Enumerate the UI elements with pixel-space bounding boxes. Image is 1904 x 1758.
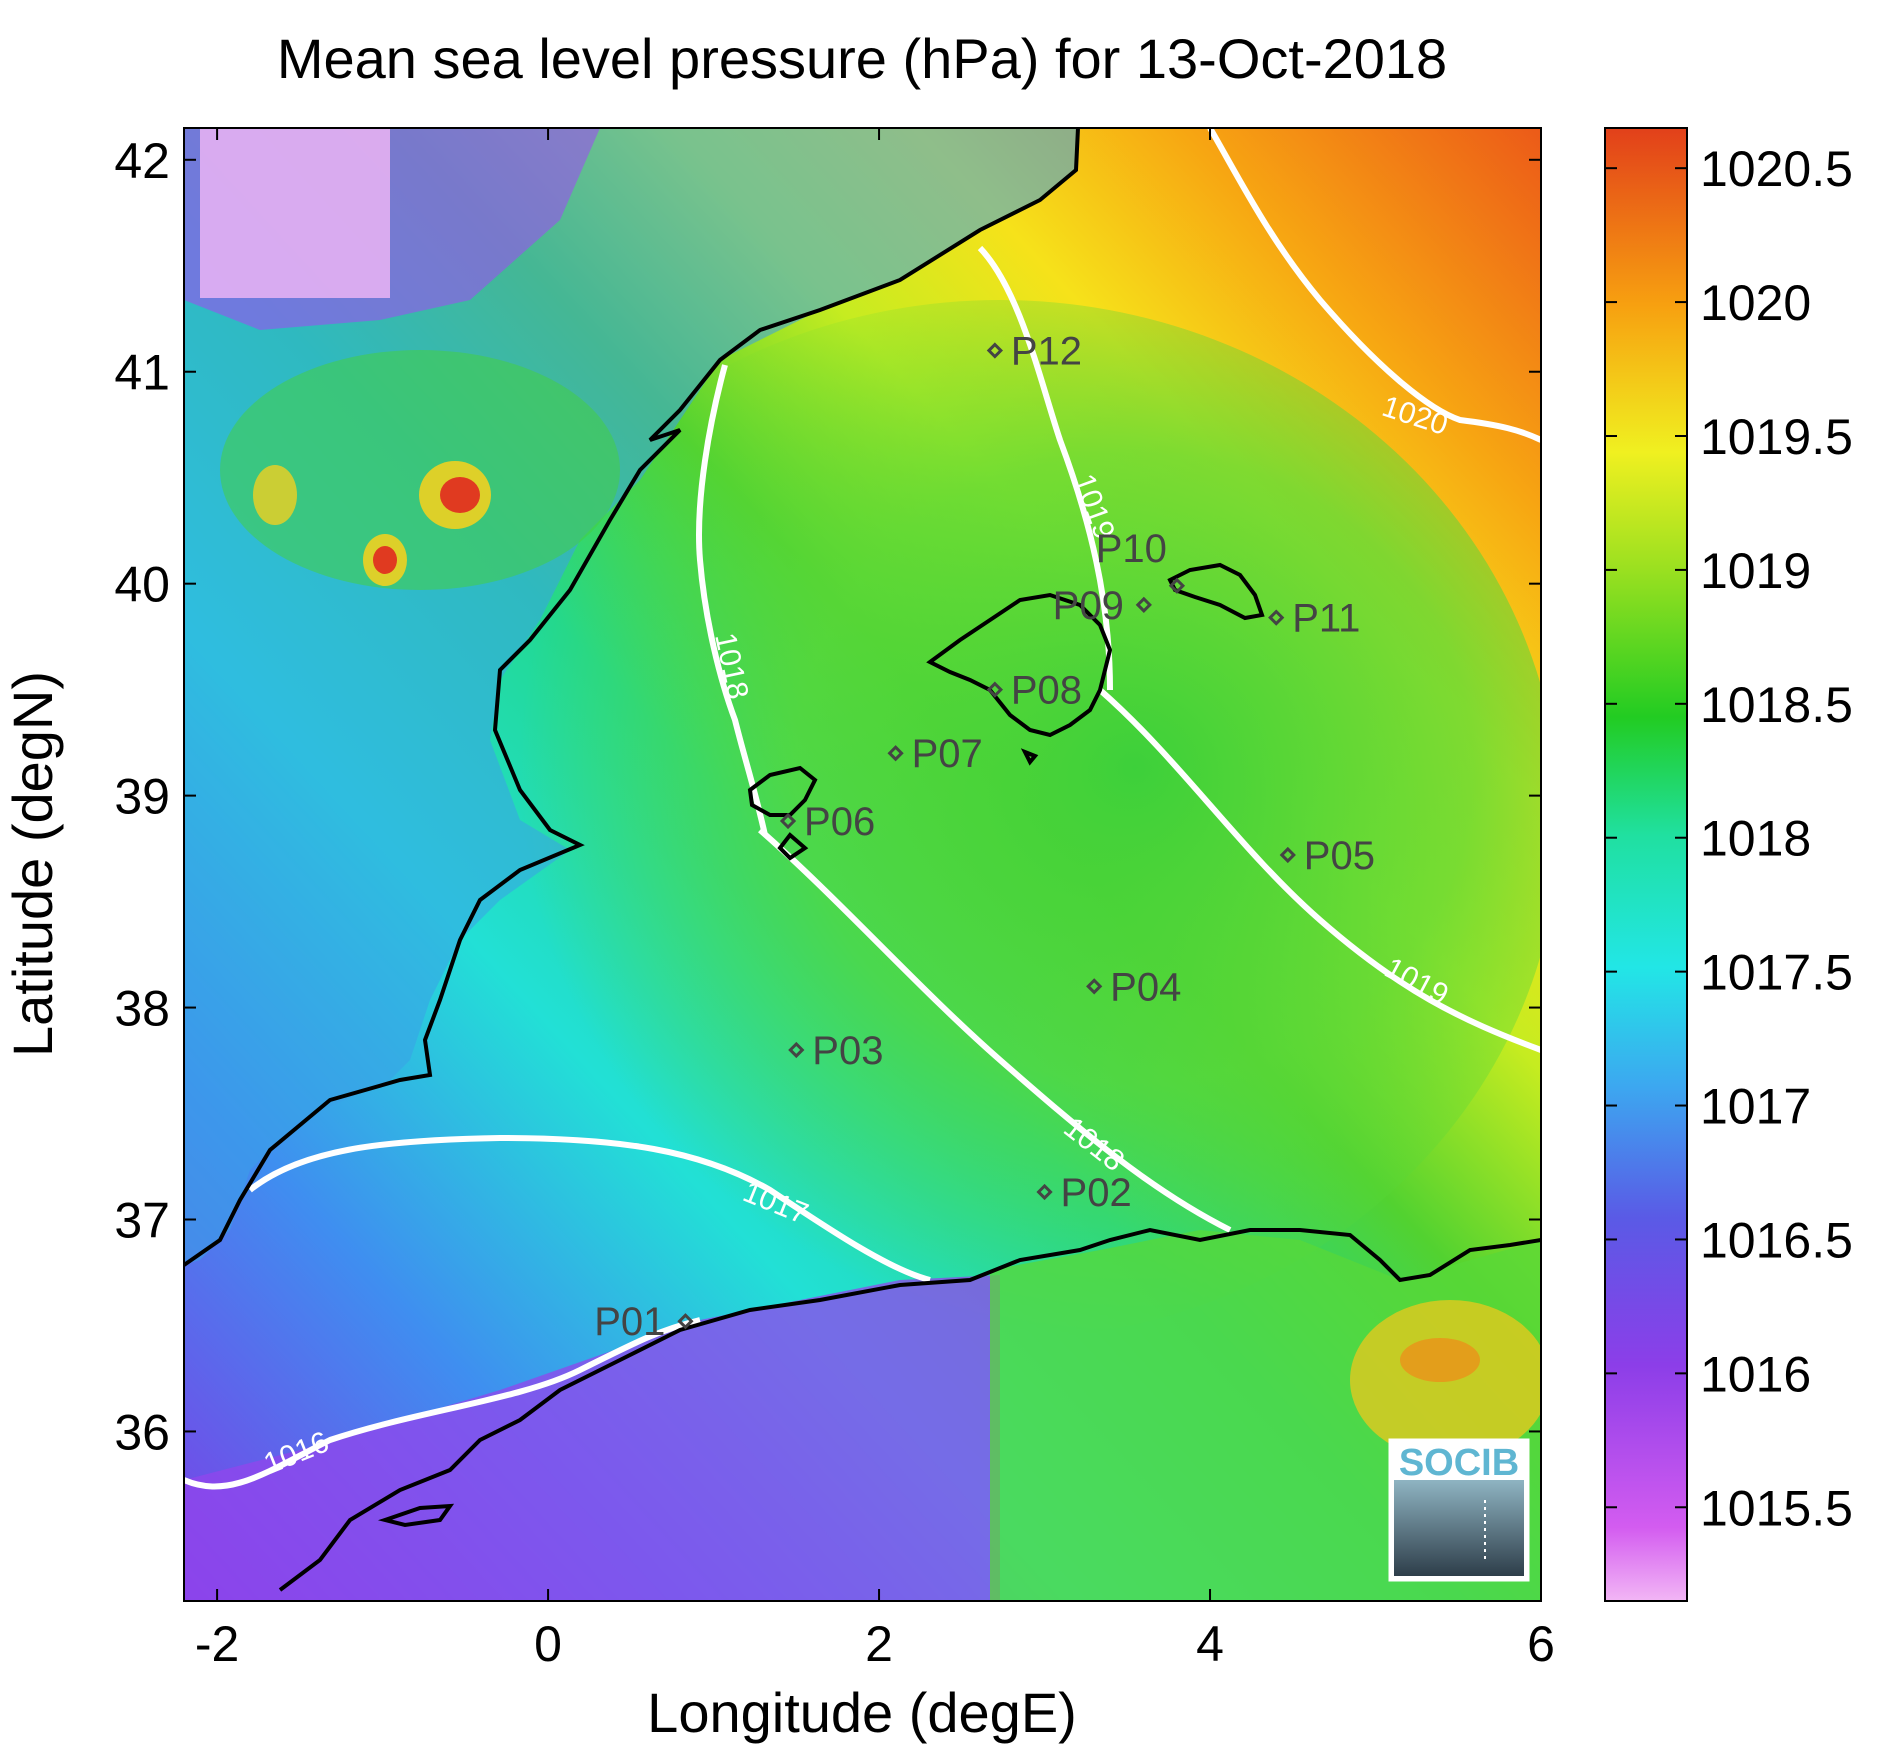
point-p10: P10 [1096, 527, 1186, 594]
x-axis: -2 0 2 4 6 [195, 128, 1555, 1672]
point-marker [1086, 978, 1103, 995]
y-tick-label: 42 [114, 133, 170, 189]
coastline-iberia [184, 128, 1080, 1267]
coastline-africa [278, 1227, 1541, 1592]
point-marker [779, 812, 797, 830]
y-tick-label: 37 [114, 1193, 170, 1249]
point-marker [1036, 1183, 1053, 1201]
iberia-high-yellow-3 [253, 465, 297, 525]
x-tick-label: -2 [195, 1616, 239, 1672]
contour-1018-north [696, 364, 768, 836]
x-tick-label: 6 [1527, 1616, 1555, 1672]
point-marker [788, 1041, 805, 1059]
point-p04: P04 [1086, 965, 1181, 1009]
contour-1019-south [1098, 687, 1541, 1053]
y-tick-label: 41 [114, 345, 170, 401]
colorbar-tick-label: 1020.5 [1700, 141, 1853, 197]
point-label: P12 [1011, 330, 1082, 374]
point-marker [1279, 846, 1296, 864]
y-tick-label: 36 [114, 1404, 170, 1460]
point-p07: P07 [887, 732, 983, 776]
point-label: P05 [1304, 834, 1375, 878]
point-label: P07 [912, 732, 983, 776]
point-p01: P01 [594, 1300, 694, 1344]
y-tick-label: 39 [114, 769, 170, 825]
africa-high-orange [1400, 1338, 1480, 1382]
colorbar [1604, 127, 1688, 1602]
colorbar-tick-label: 1019.5 [1700, 409, 1853, 465]
contour-1016 [184, 1317, 701, 1490]
x-axis-label: Longitude (degE) [647, 1681, 1077, 1744]
coastline-menorca [1167, 562, 1265, 621]
colorbar-tick-label: 1020 [1700, 275, 1811, 331]
point-label: P01 [594, 1300, 665, 1344]
contour-lines [184, 128, 1541, 1490]
point-marker [887, 745, 904, 762]
contour-1017 [248, 1134, 931, 1283]
point-label: P03 [812, 1029, 883, 1073]
map-area: 1020 1019 1018 1018 1017 1016 1019 P01P0… [184, 128, 1541, 1601]
point-label: P04 [1110, 965, 1181, 1009]
y-axis: 42 41 40 39 38 37 36 [114, 133, 1541, 1460]
point-p05: P05 [1279, 834, 1375, 878]
iberia-high-red-2 [373, 546, 397, 574]
point-label: P06 [804, 800, 875, 844]
y-tick-label: 40 [114, 557, 170, 613]
colorbar-ticks: 1020.5 1020 1019.5 1019 1018.5 1018 1017.5 1017… [1605, 141, 1853, 1536]
point-label: P09 [1053, 584, 1124, 628]
point-label: P02 [1061, 1171, 1132, 1215]
colorbar-tick-label: 1017 [1700, 1079, 1811, 1135]
point-p12: P12 [986, 330, 1082, 374]
logo-water [1394, 1480, 1524, 1576]
point-p08: P08 [986, 669, 1082, 713]
colorbar-tick-label: 1015.5 [1700, 1480, 1853, 1536]
colorbar-tick-label: 1018.5 [1700, 677, 1853, 733]
contour-1019-north [977, 245, 1113, 691]
plot-frame [183, 127, 1542, 1602]
y-tick-label: 38 [114, 981, 170, 1037]
pressure-field-green-core [440, 300, 1541, 1340]
x-tick-label: 2 [865, 1616, 893, 1672]
point-p03: P03 [788, 1029, 883, 1073]
point-marker [1168, 577, 1186, 594]
colorbar-tick-label: 1016 [1700, 1346, 1811, 1402]
point-marker [677, 1313, 694, 1330]
colorbar-tick-label: 1019 [1700, 543, 1811, 599]
iberia-land-pink [200, 128, 390, 298]
coastlines [184, 128, 1541, 1592]
logo-text: SOCIB [1399, 1442, 1519, 1484]
iberia-high-green [220, 350, 620, 590]
chart-title: Mean sea level pressure (hPa) for 13-Oct… [277, 27, 1447, 90]
point-marker [1268, 609, 1285, 626]
coastline-formentera [777, 832, 809, 861]
iberia-high-red-1 [440, 477, 480, 513]
point-label: P08 [1011, 669, 1082, 713]
point-p02: P02 [1036, 1171, 1132, 1215]
y-axis-label: Latitude (degN) [1, 671, 64, 1057]
point-marker [1135, 596, 1152, 613]
point-p09: P09 [1053, 584, 1152, 628]
points-layer: P01 P02 P03 P04 P05 P06 P07 P08 P09 P10 P11 P12 [594, 330, 1375, 1345]
contour-1018-south [758, 827, 1232, 1233]
socib-logo: SOCIB [1388, 1438, 1530, 1582]
point-marker [986, 681, 1004, 698]
point-label: P10 [1096, 527, 1167, 571]
point-label: P11 [1292, 597, 1360, 641]
point-p11: P11 [1268, 597, 1360, 641]
colorbar-tick-label: 1017.5 [1700, 945, 1853, 1001]
x-tick-label: 0 [534, 1616, 562, 1672]
point-p06: P06 [779, 800, 875, 844]
x-tick-label: 4 [1196, 1616, 1224, 1672]
coastline-ibiza [747, 765, 818, 817]
coastline-cabrera [1020, 748, 1039, 766]
contour-1020 [1207, 128, 1541, 443]
colorbar-tick-label: 1018 [1700, 811, 1811, 867]
colorbar-tick-label: 1016.5 [1700, 1212, 1853, 1268]
coastline-mallorca [926, 592, 1113, 738]
coastline-alboran [377, 1503, 455, 1528]
point-marker [986, 342, 1004, 359]
